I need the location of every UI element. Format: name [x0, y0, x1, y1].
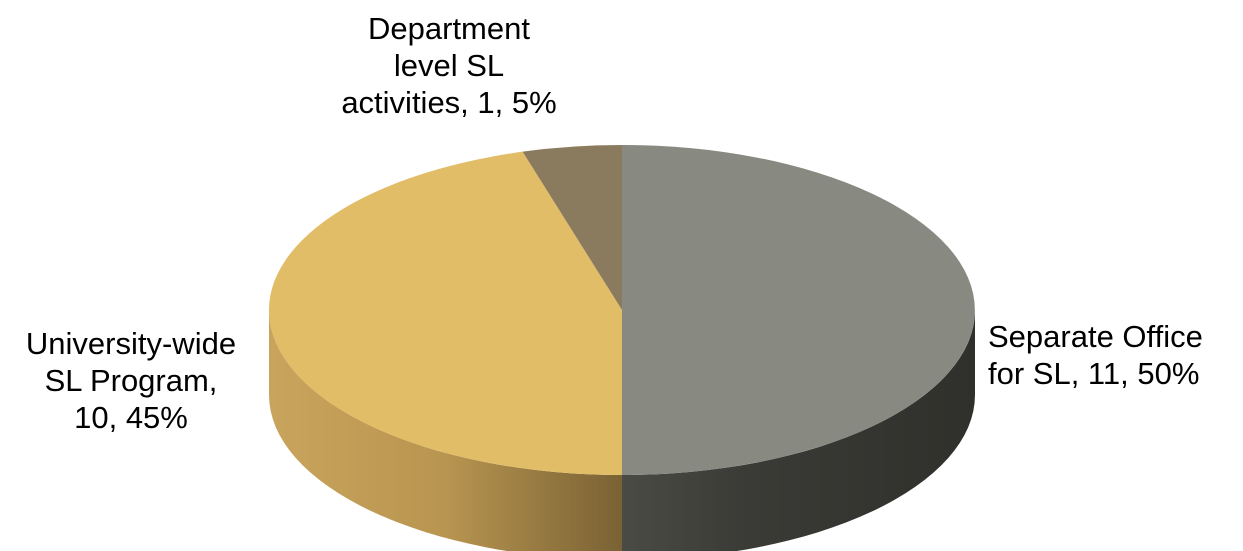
pie-slice-department-level	[522, 145, 622, 310]
pie-side-separate-office	[622, 310, 975, 551]
slice-label-university-wide: University-wide SL Program, 10, 45%	[0, 325, 262, 436]
pie-sides	[269, 310, 975, 551]
slice-label-line: University-wide	[25, 326, 237, 361]
pie-side-university-wide	[269, 310, 622, 551]
slice-label-line: Separate Office	[988, 319, 1203, 354]
slice-label-department-level: Department level SL activities, 1, 5%	[318, 10, 580, 121]
slice-label-line: level SL	[393, 48, 505, 83]
slice-label-line: SL Program,	[44, 363, 218, 398]
slice-label-line: Department	[368, 11, 530, 46]
slice-label-separate-office: Separate Office for SL, 11, 50%	[988, 318, 1238, 392]
slice-label-line: 10, 45%	[74, 400, 188, 435]
pie-tops	[268, 145, 975, 475]
slice-label-line: for SL, 11, 50%	[988, 356, 1200, 391]
pie-slice-separate-office	[622, 145, 975, 475]
slice-label-line: activities, 1, 5%	[341, 85, 557, 120]
pie-slice-university-wide	[268, 151, 622, 475]
